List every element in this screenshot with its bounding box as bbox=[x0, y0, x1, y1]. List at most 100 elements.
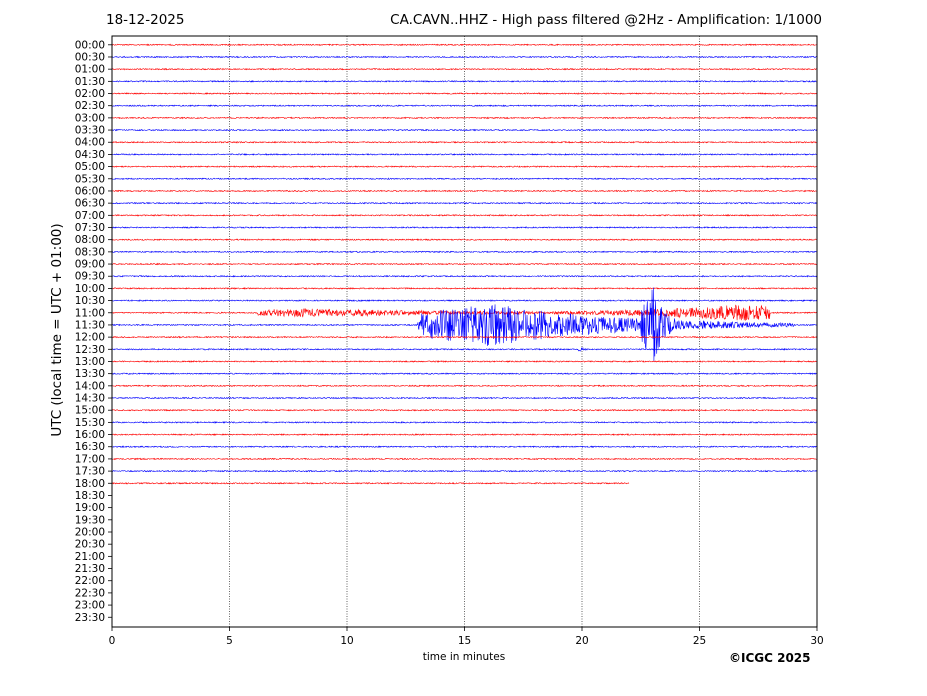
y-tick-label: 23:00 bbox=[75, 600, 105, 612]
trace-0700 bbox=[111, 213, 818, 217]
y-tick-label: 04:00 bbox=[75, 137, 105, 149]
y-tick-label: 01:30 bbox=[75, 76, 105, 88]
trace-1500 bbox=[111, 408, 818, 412]
trace-0330 bbox=[111, 128, 818, 132]
x-tick-label: 30 bbox=[810, 635, 823, 647]
y-tick-label: 02:00 bbox=[75, 88, 105, 100]
plot-frame bbox=[108, 35, 818, 631]
trace-1300 bbox=[111, 360, 818, 363]
date-label: 18-12-2025 bbox=[106, 12, 185, 28]
trace-0000 bbox=[111, 43, 817, 47]
y-tick-label: 02:30 bbox=[75, 100, 105, 112]
y-tick-label: 13:00 bbox=[75, 356, 105, 368]
y-tick-label: 20:30 bbox=[75, 539, 105, 551]
y-tick-label: 05:00 bbox=[75, 161, 105, 173]
x-tick-label: 15 bbox=[458, 635, 471, 647]
y-tick-label: 06:00 bbox=[75, 185, 105, 197]
y-tick-label: 12:00 bbox=[75, 332, 105, 344]
trace-1600 bbox=[111, 433, 818, 436]
trace-1200 bbox=[111, 335, 818, 339]
trace-0800 bbox=[111, 238, 818, 242]
x-tick-labels: 0 5 10 15 20 25 30 bbox=[109, 635, 824, 647]
y-tick-label: 03:30 bbox=[75, 125, 105, 137]
y-tick-label: 13:30 bbox=[75, 368, 105, 380]
y-tick-label: 21:00 bbox=[75, 551, 105, 563]
trace-0130 bbox=[111, 79, 818, 83]
trace-1630 bbox=[111, 445, 818, 449]
y-tick-label: 07:00 bbox=[75, 210, 105, 222]
y-tick-label: 08:30 bbox=[75, 246, 105, 258]
trace-0400 bbox=[111, 140, 818, 144]
y-tick-label: 10:30 bbox=[75, 295, 105, 307]
y-tick-label: 11:00 bbox=[75, 307, 105, 319]
y-tick-label: 18:00 bbox=[75, 478, 105, 490]
y-tick-label: 03:00 bbox=[75, 112, 105, 124]
trace-1730 bbox=[111, 469, 818, 473]
trace-1430 bbox=[111, 396, 818, 400]
y-tick-label: 00:00 bbox=[75, 39, 105, 51]
y-tick-label: 16:00 bbox=[75, 429, 105, 441]
trace-1100 bbox=[111, 304, 818, 321]
y-tick-label: 15:30 bbox=[75, 417, 105, 429]
trace-0200 bbox=[111, 92, 818, 95]
y-tick-label: 07:30 bbox=[75, 222, 105, 234]
trace-0230 bbox=[111, 104, 818, 108]
trace-0530 bbox=[111, 177, 818, 181]
copyright-label: ©ICGC 2025 bbox=[729, 651, 811, 665]
x-tick-label: 5 bbox=[226, 635, 233, 647]
trace-0630 bbox=[111, 201, 818, 205]
y-tick-label: 04:30 bbox=[75, 149, 105, 161]
trace-1400 bbox=[111, 384, 818, 388]
trace-0830 bbox=[111, 250, 818, 254]
y-tick-label: 01:00 bbox=[75, 64, 105, 76]
x-tick-label: 25 bbox=[693, 635, 706, 647]
trace-0500 bbox=[111, 165, 818, 168]
x-axis-label: time in minutes bbox=[422, 651, 506, 663]
y-tick-label: 19:30 bbox=[75, 514, 105, 526]
y-tick-label: 05:30 bbox=[75, 173, 105, 185]
y-tick-label: 14:00 bbox=[75, 380, 105, 392]
y-tick-label: 16:30 bbox=[75, 441, 105, 453]
y-axis-label: UTC (local time = UTC + 01:00) bbox=[49, 223, 65, 437]
trace-0730 bbox=[111, 226, 818, 229]
y-tick-label: 17:00 bbox=[75, 453, 105, 465]
y-tick-label: 00:30 bbox=[75, 51, 105, 63]
x-tick-label: 10 bbox=[340, 635, 353, 647]
y-tick-label: 22:30 bbox=[75, 587, 105, 599]
trace-0100 bbox=[111, 67, 818, 71]
y-tick-label: 21:30 bbox=[75, 563, 105, 575]
y-tick-label: 08:00 bbox=[75, 234, 105, 246]
trace-1530 bbox=[111, 420, 818, 424]
y-tick-label: 22:00 bbox=[75, 575, 105, 587]
y-tick-labels: 00:0000:3001:0001:3002:0002:3003:0003:30… bbox=[75, 39, 105, 623]
y-tick-label: 06:30 bbox=[75, 198, 105, 210]
trace-1330 bbox=[111, 372, 818, 375]
y-tick-label: 11:30 bbox=[75, 319, 105, 331]
x-tick-label: 20 bbox=[575, 635, 588, 647]
trace-0030 bbox=[111, 55, 818, 59]
chart-title: CA.CAVN..HHZ - High pass filtered @2Hz -… bbox=[390, 12, 822, 28]
trace-1230 bbox=[111, 346, 818, 352]
y-tick-label: 19:00 bbox=[75, 502, 105, 514]
y-tick-label: 10:00 bbox=[75, 283, 105, 295]
y-tick-label: 15:00 bbox=[75, 405, 105, 417]
trace-0430 bbox=[111, 153, 818, 156]
trace-1000 bbox=[111, 287, 818, 290]
y-tick-label: 20:00 bbox=[75, 527, 105, 539]
trace-0300 bbox=[111, 116, 818, 120]
y-tick-label: 09:00 bbox=[75, 259, 105, 271]
y-tick-label: 17:30 bbox=[75, 466, 105, 478]
y-tick-label: 09:30 bbox=[75, 271, 105, 283]
trace-0600 bbox=[111, 189, 818, 193]
y-tick-label: 14:30 bbox=[75, 393, 105, 405]
trace-0930 bbox=[111, 274, 818, 278]
y-tick-label: 23:30 bbox=[75, 612, 105, 624]
y-tick-label: 12:30 bbox=[75, 344, 105, 356]
trace-1130 bbox=[111, 287, 818, 362]
x-tick-label: 0 bbox=[109, 635, 116, 647]
trace-1030 bbox=[111, 299, 818, 302]
trace-0900 bbox=[111, 262, 818, 266]
trace-1800 bbox=[111, 481, 630, 485]
trace-1700 bbox=[111, 457, 818, 461]
